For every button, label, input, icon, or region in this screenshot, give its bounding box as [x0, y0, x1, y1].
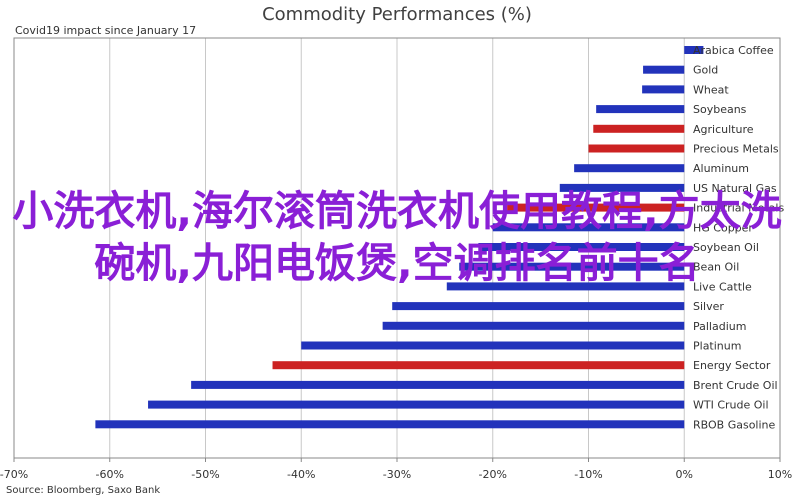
x-tick-label: -40% [287, 468, 315, 481]
category-label: WTI Crude Oil [693, 399, 769, 412]
bar [593, 124, 685, 133]
category-label: Brent Crude Oil [693, 379, 778, 392]
bar [95, 420, 685, 429]
x-tick-label: 0% [676, 468, 693, 481]
category-label: Industrial Metals [693, 202, 784, 215]
bar [446, 282, 685, 291]
category-label: Arabica Coffee [693, 44, 774, 57]
chart-source: Source: Bloomberg, Saxo Bank [6, 485, 161, 496]
x-tick-label: -50% [191, 468, 219, 481]
x-tick-label: -70% [0, 468, 28, 481]
x-tick-label: 10% [768, 468, 792, 481]
category-label: Gold [693, 64, 718, 77]
bar [588, 144, 685, 153]
bar [301, 341, 685, 350]
bar [643, 65, 685, 74]
bar [272, 361, 685, 370]
category-label: Aluminum [693, 162, 749, 175]
bar [642, 85, 685, 94]
category-label: Palladium [693, 320, 746, 333]
x-tick-label: -30% [383, 468, 411, 481]
bar [507, 203, 685, 212]
category-label: Platinum [693, 340, 741, 353]
category-label: US Natural Gas [693, 182, 777, 195]
bar [559, 183, 685, 192]
category-label: Soybean Oil [693, 241, 759, 254]
x-tick-label: -20% [479, 468, 507, 481]
chart-subtitle: Covid19 impact since January 17 [15, 24, 197, 37]
category-label: Energy Sector [693, 359, 771, 372]
bar [392, 302, 685, 311]
category-label: Wheat [693, 83, 729, 96]
bar [148, 400, 685, 409]
bar [459, 262, 685, 271]
category-label: Precious Metals [693, 143, 779, 156]
category-label: Silver [693, 300, 724, 313]
bar [574, 164, 685, 173]
category-label: Bean Oil [693, 261, 739, 274]
category-label: Soybeans [693, 103, 747, 116]
x-tick-label: -10% [574, 468, 602, 481]
bar [596, 105, 685, 114]
bar [478, 243, 685, 251]
bar [492, 223, 685, 232]
bar [684, 46, 704, 54]
bar [382, 321, 685, 330]
category-label: Live Cattle [693, 280, 752, 293]
bar [191, 380, 685, 389]
x-tick-label: -60% [96, 468, 124, 481]
category-label: RBOB Gasoline [693, 418, 776, 431]
chart-title: Commodity Performances (%) [262, 4, 532, 25]
category-label: Agriculture [693, 123, 754, 136]
category-label: HG Copper [693, 221, 753, 234]
